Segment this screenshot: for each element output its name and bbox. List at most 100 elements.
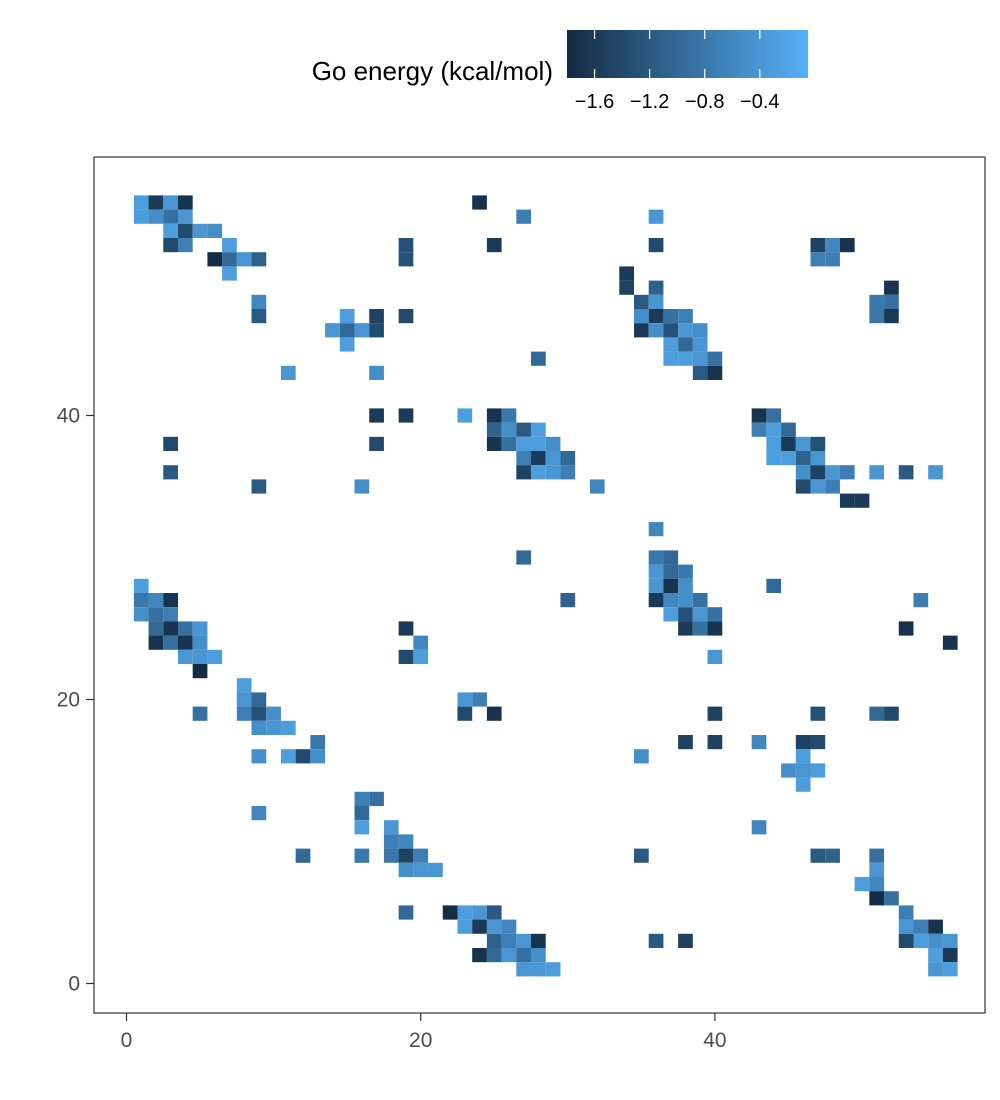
heatmap-cell bbox=[325, 323, 340, 338]
heatmap-cell bbox=[810, 238, 826, 253]
heatmap-cell bbox=[795, 451, 811, 466]
heatmap-cell bbox=[692, 621, 708, 636]
heatmap-cell bbox=[795, 763, 811, 778]
heatmap-cell bbox=[251, 252, 267, 267]
heatmap-cell bbox=[648, 593, 664, 608]
heatmap-cell bbox=[766, 578, 782, 593]
heatmap-cell bbox=[148, 209, 164, 224]
heatmap-cell bbox=[486, 436, 502, 451]
heatmap-cell bbox=[236, 692, 252, 707]
heatmap-cell bbox=[648, 578, 664, 593]
heatmap-cell bbox=[545, 436, 561, 451]
heatmap-cell bbox=[472, 919, 487, 934]
heatmap-cell bbox=[634, 294, 649, 309]
heatmap-cell bbox=[751, 422, 767, 437]
heatmap-cell bbox=[486, 948, 502, 963]
heatmap-cell bbox=[707, 735, 723, 750]
heatmap-cell bbox=[634, 309, 649, 324]
plot-area: 0 20 40 0 20 40 bbox=[57, 156, 986, 1052]
y-axis: 0 20 40 bbox=[57, 405, 94, 996]
heatmap-cell bbox=[207, 252, 223, 267]
heatmap-cell bbox=[222, 252, 237, 267]
x-tick-label: 20 bbox=[409, 1029, 432, 1052]
heatmap-cell bbox=[781, 436, 796, 451]
heatmap-cell bbox=[501, 919, 517, 934]
heatmap-cell bbox=[148, 635, 164, 650]
heatmap-cell bbox=[663, 309, 679, 324]
heatmap-cell bbox=[825, 848, 840, 863]
heatmap-cell bbox=[810, 465, 826, 480]
heatmap-cell bbox=[810, 763, 826, 778]
heatmap-cell bbox=[942, 948, 958, 963]
heatmap-cell bbox=[751, 735, 767, 750]
heatmap-cell bbox=[795, 735, 811, 750]
legend-tick-label: −0.4 bbox=[740, 91, 779, 113]
heatmap-cell bbox=[177, 209, 193, 224]
heatmap-cell bbox=[648, 323, 664, 338]
heatmap-cell bbox=[133, 209, 149, 224]
heatmap-cell bbox=[148, 621, 164, 636]
heatmap-cell bbox=[428, 862, 443, 877]
heatmap-cell bbox=[251, 294, 267, 309]
heatmap-cell bbox=[928, 962, 943, 977]
heatmap-cell bbox=[236, 706, 252, 721]
heatmap-cell bbox=[192, 649, 208, 664]
legend-ticks: −1.6 −1.2 −0.8 −0.4 bbox=[575, 30, 780, 113]
heatmap-cell bbox=[531, 465, 546, 480]
heatmap-cell bbox=[192, 223, 208, 238]
heatmap-cell bbox=[472, 905, 487, 920]
heatmap-cell bbox=[163, 209, 178, 224]
y-tick-label: 20 bbox=[57, 689, 80, 712]
heatmap-cell bbox=[869, 862, 885, 877]
heatmap-cell bbox=[854, 493, 870, 508]
heatmap-cell bbox=[192, 635, 208, 650]
heatmap-cell bbox=[869, 891, 885, 906]
heatmap-cell bbox=[825, 479, 840, 494]
heatmap-cell bbox=[177, 195, 193, 210]
heatmap-cell bbox=[839, 238, 855, 253]
heatmap-cell bbox=[163, 223, 178, 238]
heatmap-cell bbox=[648, 238, 664, 253]
heatmap-cells bbox=[133, 195, 958, 977]
heatmap-cell bbox=[766, 408, 782, 423]
heatmap-cell bbox=[339, 323, 355, 338]
heatmap-cell bbox=[398, 905, 414, 920]
legend-tick-label: −1.2 bbox=[630, 91, 669, 113]
heatmap-cell bbox=[795, 479, 811, 494]
heatmap-cell bbox=[707, 351, 723, 366]
heatmap-cell bbox=[839, 465, 855, 480]
heatmap-cell bbox=[678, 607, 693, 622]
heatmap-cell bbox=[913, 593, 929, 608]
heatmap-cell bbox=[663, 607, 679, 622]
heatmap-cell bbox=[486, 238, 502, 253]
heatmap-cell bbox=[339, 337, 355, 352]
heatmap-cell bbox=[486, 933, 502, 948]
heatmap-cell bbox=[810, 436, 826, 451]
heatmap-cell bbox=[795, 465, 811, 480]
heatmap-cell bbox=[928, 933, 943, 948]
heatmap-cell bbox=[133, 195, 149, 210]
heatmap-cell bbox=[398, 238, 414, 253]
heatmap-cell bbox=[707, 365, 723, 380]
heatmap-cell bbox=[501, 436, 517, 451]
heatmap-cell bbox=[663, 337, 679, 352]
heatmap-cell bbox=[251, 720, 267, 735]
heatmap-cell bbox=[398, 408, 414, 423]
heatmap-cell bbox=[207, 223, 223, 238]
heatmap-cell bbox=[163, 621, 178, 636]
heatmap-cell bbox=[810, 706, 826, 721]
heatmap-cell bbox=[398, 621, 414, 636]
legend: Go energy (kcal/mol) −1.6 −1.2 −0.8 −0.4 bbox=[312, 30, 808, 113]
heatmap-cell bbox=[751, 820, 767, 835]
heatmap-cell bbox=[251, 806, 267, 821]
heatmap-cell bbox=[516, 948, 532, 963]
heatmap-cell bbox=[486, 706, 502, 721]
heatmap-cell bbox=[825, 238, 840, 253]
heatmap-cell bbox=[678, 593, 693, 608]
heatmap-cell bbox=[619, 266, 634, 281]
heatmap-cell bbox=[663, 578, 679, 593]
heatmap-cell bbox=[398, 834, 414, 849]
heatmap-cell bbox=[678, 309, 693, 324]
heatmap-cell bbox=[163, 607, 178, 622]
heatmap-cell bbox=[354, 820, 370, 835]
